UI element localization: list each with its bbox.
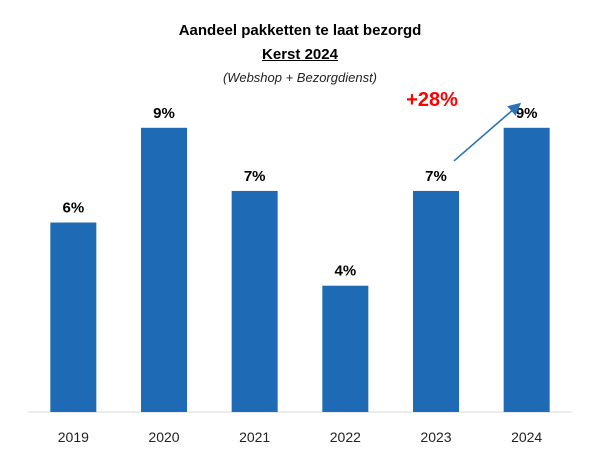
chart-note: (Webshop + Bezorgdienst) <box>222 70 378 85</box>
bar-2022 <box>322 285 369 412</box>
growth-annotation: +28% <box>406 89 458 111</box>
x-tick-2019: 2019 <box>58 429 89 445</box>
bar-2023 <box>413 190 459 412</box>
bar-2024 <box>503 127 550 412</box>
x-tick-2020: 2020 <box>148 429 179 445</box>
data-label-2024: 9% <box>516 105 538 122</box>
growth-arrow <box>453 102 522 162</box>
x-tick-2024: 2024 <box>511 429 542 445</box>
data-label-2021: 7% <box>244 168 266 185</box>
data-label-2020: 9% <box>153 105 175 122</box>
bar-2020 <box>141 127 187 412</box>
x-tick-2022: 2022 <box>330 429 361 445</box>
bar-2021 <box>231 190 278 412</box>
chart-subtitle: Kerst 2024 <box>262 46 338 63</box>
bar-2019 <box>50 222 97 412</box>
data-label-2023: 7% <box>425 168 447 185</box>
data-label-2019: 6% <box>62 200 84 217</box>
x-tick-2023: 2023 <box>420 429 451 445</box>
x-tick-2021: 2021 <box>239 429 270 445</box>
chart-title: Aandeel pakketten te laat bezorgd <box>178 22 422 39</box>
data-label-2022: 4% <box>334 263 356 280</box>
